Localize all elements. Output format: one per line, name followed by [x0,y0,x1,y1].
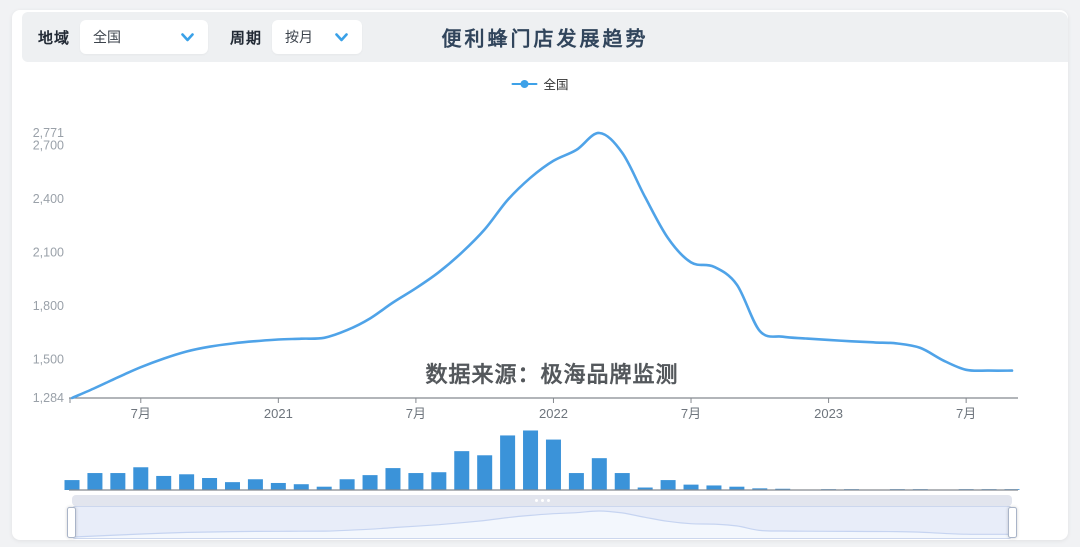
chevron-down-icon [181,32,194,41]
grip-dots-icon [534,499,538,502]
bar-chart[interactable] [12,424,1068,494]
grip-dots-icon [540,499,544,502]
toolbar: 地域 全国 周期 按月 便利蜂门店发展趋势 [22,12,1068,62]
datazoom-shadow [73,510,1011,538]
svg-text:7月: 7月 [131,406,151,421]
region-select[interactable]: 全国 [80,20,209,54]
svg-text:7月: 7月 [956,406,976,421]
svg-text:2023: 2023 [814,406,843,421]
svg-text:1,500: 1,500 [33,353,64,367]
svg-text:2,771: 2,771 [33,126,64,140]
svg-text:1,800: 1,800 [33,299,64,313]
chevron-down-icon [335,32,348,41]
svg-text:2021: 2021 [264,406,293,421]
grip-dots-icon [546,499,550,502]
region-label: 地域 [38,29,71,47]
svg-text:2022: 2022 [539,406,568,421]
line-series-icon [511,78,538,90]
region-select-value: 全国 [93,29,122,45]
datazoom-scrollbar[interactable] [72,495,1012,506]
legend-label: 全国 [543,78,569,92]
svg-text:2,100: 2,100 [33,246,64,260]
page-title: 便利蜂门店发展趋势 [441,28,649,51]
chart-card: 地域 全国 周期 按月 便利蜂门店发展趋势 全国 7月 2021 7月 2022 7月 2… [12,10,1068,540]
svg-text:7月: 7月 [681,406,701,421]
period-select[interactable]: 按月 [272,20,363,54]
svg-text:2,400: 2,400 [33,192,64,206]
datazoom-track[interactable] [72,506,1012,539]
svg-text:1,284: 1,284 [33,391,64,405]
period-select-value: 按月 [285,29,314,45]
datazoom-right-handle[interactable] [1008,507,1017,538]
legend-item[interactable]: 全国 [511,74,569,93]
datazoom-slider[interactable] [67,495,1017,540]
svg-text:2,700: 2,700 [33,139,64,153]
svg-text:7月: 7月 [406,406,426,421]
period-label: 周期 [230,29,263,47]
datazoom-left-handle[interactable] [67,507,76,538]
